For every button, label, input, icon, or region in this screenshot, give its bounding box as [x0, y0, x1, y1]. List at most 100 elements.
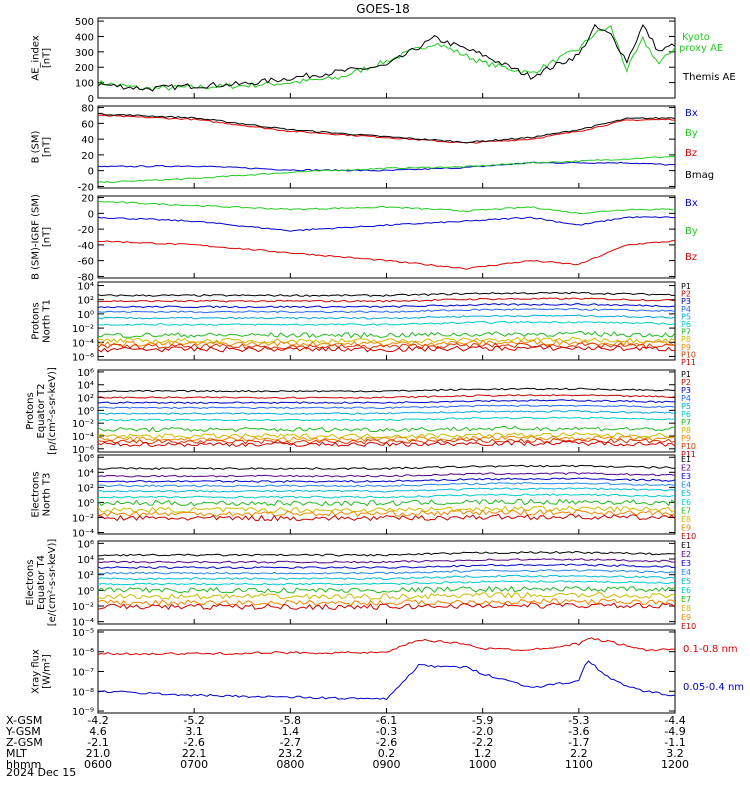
- legend-pn-p8: P8: [681, 335, 691, 344]
- ytick-label-en: 10⁰: [77, 498, 94, 509]
- series-bigrf-bx: [97, 216, 676, 232]
- date-label: 2024 Dec 15: [6, 766, 76, 779]
- ytick-label-ee: 10⁻²: [72, 602, 94, 613]
- ylabel-xray: [W/m²]: [42, 654, 53, 689]
- row-label-z-gsm: Z-GSM: [6, 736, 43, 749]
- legend-en-e1: E1: [681, 455, 691, 464]
- series-en-e2: [97, 472, 676, 478]
- ytick-label-bigrf: -20: [78, 225, 94, 236]
- legend-ee-e5: E5: [681, 577, 691, 586]
- legend-pe-p4: P4: [681, 394, 691, 403]
- ytick-label-pe: 10⁰: [77, 406, 94, 417]
- row-value-hhmm: 1000: [469, 758, 497, 771]
- ytick-label-pe: 10⁻⁶: [72, 445, 94, 456]
- legend-pe-p3: P3: [681, 386, 691, 395]
- series-ee-e5: [97, 574, 676, 581]
- panel-frame-bigrf: [97, 195, 676, 279]
- row-value-z-gsm: -2.6: [376, 736, 397, 749]
- series-pn-p4: [97, 307, 676, 314]
- legend-ee-e3: E3: [681, 559, 691, 568]
- row-value-y-gsm: 4.6: [89, 725, 107, 738]
- series-pe-p3: [97, 399, 676, 404]
- series-ee-e10: [97, 602, 676, 611]
- series-bsm-bx: [97, 161, 675, 172]
- ytick-label-xray: 10⁻⁸: [72, 687, 94, 698]
- ytick-label-en: 10⁻⁴: [72, 528, 94, 539]
- legend-pe-p6: P6: [681, 410, 691, 419]
- legend-bsm-bx: Bx: [685, 108, 698, 119]
- ytick-label-bigrf: -60: [78, 257, 94, 268]
- legend-ee-e7: E7: [681, 595, 691, 604]
- series-pn-p10: [97, 342, 676, 350]
- row-value-x-gsm: -6.1: [376, 714, 397, 727]
- series-pe-p9: [97, 435, 676, 443]
- series-pn-p1: [97, 291, 676, 297]
- row-value-y-gsm: 3.1: [185, 725, 203, 738]
- ylabel-pe: Protons: [25, 392, 36, 429]
- row-value-mlt: 21.0: [86, 747, 111, 760]
- ytick-label-ee: 10⁶: [77, 539, 94, 550]
- row-value-z-gsm: -2.2: [472, 736, 493, 749]
- ytick-label-xray: 10⁻⁹: [72, 707, 94, 718]
- ytick-label-pn: 10²: [77, 296, 94, 307]
- ylabel-bigrf: B (SM)-IGRF (SM): [31, 194, 42, 280]
- series-pn-p11: [97, 345, 676, 353]
- ytick-label-pn: 10⁴: [77, 282, 94, 293]
- series-xray-blue: [97, 660, 676, 701]
- ytick-label-bigrf: -80: [78, 272, 94, 283]
- ytick-label-xray: 10⁻⁵: [72, 628, 94, 639]
- row-value-z-gsm: -1.7: [568, 736, 589, 749]
- ylabel-bsm: [nT]: [42, 137, 53, 157]
- chart-title: GOES-18: [356, 2, 410, 16]
- series-en-e5: [97, 487, 676, 493]
- ytick-label-en: 10⁶: [77, 453, 94, 464]
- ytick-label-bigrf: 20: [81, 194, 94, 205]
- ylabel-pn: Protons: [31, 302, 42, 339]
- row-value-hhmm: 1200: [661, 758, 689, 771]
- ytick-label-bsm: 60: [81, 119, 94, 130]
- ytick-label-pn: 10⁰: [77, 310, 94, 321]
- ylabel-pe: Equator T2: [36, 384, 47, 439]
- series-ee-e4: [97, 569, 676, 575]
- row-value-y-gsm: -2.0: [472, 725, 493, 738]
- legend-pn-p3: P3: [681, 297, 691, 306]
- legend-pn-p4: P4: [681, 305, 691, 314]
- legend-themis-ae: Themis AE: [682, 72, 736, 83]
- ytick-label-pe: 10²: [77, 394, 94, 405]
- series-xray-red: [97, 637, 676, 656]
- row-value-x-gsm: -5.8: [280, 714, 301, 727]
- ylabel-pn: North T1: [42, 299, 53, 343]
- panel-frame-pn: [97, 281, 676, 361]
- legend-pn-p2: P2: [681, 290, 691, 299]
- ytick-label-bsm: 40: [81, 135, 94, 146]
- ylabel-ae: AE_index: [31, 35, 42, 81]
- legend-en-e6: E6: [681, 498, 691, 507]
- ylabel-pe: [p/(cm²-s-sr-keV)]: [47, 367, 58, 455]
- row-label-hhmm: hhmm: [6, 758, 41, 771]
- series-en-e4: [97, 481, 675, 488]
- series-pn-p2: [97, 297, 676, 303]
- series-bsm-bmag: [97, 112, 676, 144]
- series-en-e3: [98, 477, 676, 483]
- ytick-label-ae: 100: [75, 79, 94, 90]
- series-en-e6: [97, 493, 676, 499]
- series-ee-e2: [97, 558, 676, 564]
- ytick-label-pn: 10⁻²: [72, 324, 94, 335]
- ytick-label-ee: 10⁰: [77, 586, 94, 597]
- series-pe-p4: [97, 404, 676, 410]
- legend-en-e7: E7: [681, 506, 691, 515]
- ytick-label-xray: 10⁻⁷: [72, 668, 94, 679]
- ylabel-ee: Equator T4: [36, 555, 47, 610]
- row-value-mlt: 1.2: [474, 747, 492, 760]
- series-pn-p7: [97, 331, 676, 339]
- legend-en-e8: E8: [681, 515, 691, 524]
- row-value-y-gsm: -0.3: [376, 725, 397, 738]
- ytick-label-ae: 300: [75, 48, 94, 59]
- row-label-x-gsm: X-GSM: [6, 714, 42, 727]
- legend-en-e3: E3: [681, 472, 691, 481]
- row-label-y-gsm: Y-GSM: [5, 725, 41, 738]
- legend-pe-p7: P7: [681, 418, 691, 427]
- ytick-label-xray: 10⁻⁶: [72, 648, 94, 659]
- panel-frame-ae: [97, 17, 676, 99]
- ytick-label-ee: 10²: [77, 571, 94, 582]
